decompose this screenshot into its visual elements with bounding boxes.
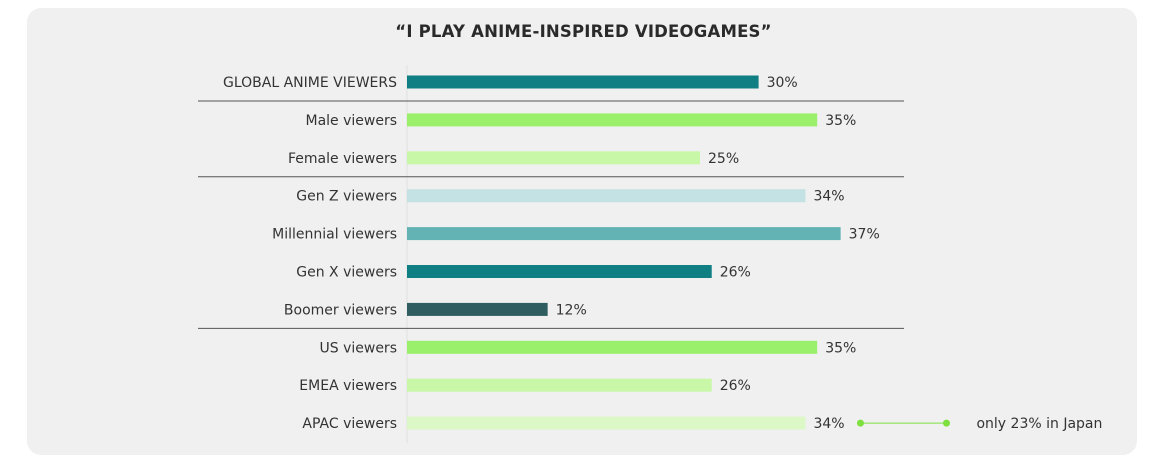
category-label: Millennial viewers	[272, 227, 397, 243]
value-label: 26%	[720, 378, 751, 394]
bar	[407, 151, 700, 165]
category-label: EMEA viewers	[299, 378, 397, 394]
category-label: US viewers	[320, 340, 398, 356]
category-label: APAC viewers	[302, 416, 397, 432]
value-label: 34%	[813, 416, 844, 432]
annotation-dot	[942, 419, 950, 427]
bar	[407, 265, 712, 278]
category-label: Boomer viewers	[284, 302, 397, 318]
bar	[407, 75, 759, 89]
bar	[407, 189, 806, 203]
value-label: 35%	[825, 113, 856, 129]
value-label: 30%	[767, 75, 798, 91]
bar	[407, 416, 806, 430]
bar	[407, 227, 841, 241]
bar	[407, 340, 818, 354]
value-label: 25%	[708, 151, 739, 167]
value-label: 12%	[556, 302, 587, 318]
annotation-dot	[856, 419, 864, 427]
value-label: 37%	[849, 227, 880, 243]
annotation-text: only 23% in Japan	[976, 416, 1102, 432]
category-label: Male viewers	[305, 113, 397, 129]
bar	[407, 378, 712, 392]
category-label: Gen X viewers	[296, 265, 397, 281]
category-label: Gen Z viewers	[296, 189, 397, 205]
category-label: Female viewers	[288, 151, 397, 167]
value-label: 35%	[825, 340, 856, 356]
bar	[407, 302, 548, 316]
chart-title: “I PLAY ANIME-INSPIRED VIDEOGAMES”	[395, 22, 772, 41]
value-label: 26%	[720, 265, 751, 281]
category-label: GLOBAL ANIME VIEWERS	[223, 75, 397, 91]
value-label: 34%	[813, 189, 844, 205]
bar	[407, 113, 818, 127]
